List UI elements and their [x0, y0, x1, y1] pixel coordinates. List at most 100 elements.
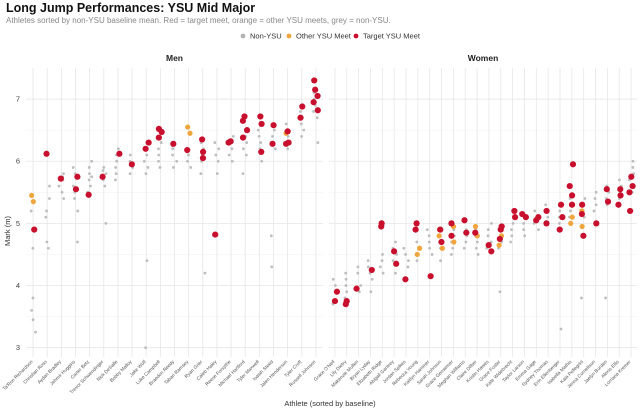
point-target-ysu: [310, 99, 317, 106]
point-non-ysu: [381, 253, 384, 256]
point-target-ysu: [257, 113, 264, 120]
point-non-ysu: [159, 141, 163, 144]
point-target-ysu: [225, 139, 232, 146]
point-non-ysu: [580, 296, 583, 300]
point-non-ysu: [101, 169, 105, 172]
point-other-ysu: [436, 233, 442, 239]
point-target-ysu: [243, 127, 251, 134]
point-other-ysu: [414, 251, 420, 258]
point-non-ysu: [216, 159, 220, 163]
point-non-ysu: [594, 203, 598, 207]
point-non-ysu: [142, 159, 146, 163]
point-non-ysu: [366, 265, 370, 269]
point-target-ysu: [128, 161, 135, 168]
point-non-ysu: [57, 184, 61, 188]
point-non-ysu: [241, 172, 245, 176]
y-tick-label: 5: [16, 219, 20, 228]
point-non-ysu: [594, 190, 598, 194]
point-non-ysu: [73, 197, 76, 200]
point-target-ysu: [199, 136, 206, 143]
point-non-ysu: [331, 277, 335, 281]
point-target-ysu: [413, 220, 420, 227]
point-target-ysu: [31, 226, 38, 233]
point-non-ysu: [271, 134, 274, 138]
point-target-ysu: [593, 220, 600, 227]
point-target-ysu: [559, 214, 566, 221]
point-target-ysu: [270, 122, 277, 129]
point-non-ysu: [618, 178, 621, 182]
point-target-ysu: [333, 288, 341, 295]
point-non-ysu: [30, 308, 34, 312]
point-non-ysu: [381, 271, 385, 275]
point-target-ysu: [615, 201, 622, 208]
point-non-ysu: [104, 172, 108, 176]
point-non-ysu: [358, 290, 361, 294]
point-target-ysu: [511, 214, 519, 221]
legend-marker: [353, 33, 359, 39]
point-non-ysu: [115, 159, 119, 163]
point-target-ysu: [580, 232, 587, 239]
point-non-ysu: [189, 166, 193, 169]
point-non-ysu: [102, 166, 106, 169]
point-target-ysu: [463, 229, 470, 236]
point-other-ysu: [451, 239, 457, 245]
point-non-ysu: [592, 209, 596, 213]
legend-label: Non-YSU: [250, 32, 282, 41]
point-non-ysu: [241, 147, 245, 151]
point-target-ysu: [158, 128, 165, 136]
point-non-ysu: [128, 153, 132, 157]
point-non-ysu: [89, 184, 92, 188]
point-non-ysu: [87, 166, 91, 169]
point-target-ysu: [212, 231, 219, 238]
point-target-ysu: [170, 140, 177, 147]
point-target-ysu: [145, 139, 152, 146]
point-target-ysu: [427, 273, 434, 280]
point-target-ysu: [448, 220, 455, 227]
point-target-ysu: [485, 242, 492, 249]
point-non-ysu: [523, 234, 527, 238]
point-non-ysu: [300, 134, 304, 138]
point-target-ysu: [184, 146, 191, 154]
point-non-ysu: [439, 259, 442, 263]
point-target-ysu: [437, 226, 444, 233]
x-tick-label: Braedon Reedy: [148, 359, 176, 387]
point-non-ysu: [272, 128, 276, 132]
point-non-ysu: [144, 346, 148, 350]
facet-title: Women: [468, 53, 499, 63]
point-non-ysu: [286, 134, 290, 138]
point-target-ysu: [258, 120, 265, 128]
point-non-ysu: [546, 215, 550, 219]
point-other-ysu: [568, 220, 574, 226]
point-non-ysu: [631, 159, 635, 163]
point-non-ysu: [366, 259, 370, 263]
point-non-ysu: [214, 153, 218, 157]
point-non-ysu: [31, 246, 35, 250]
point-target-ysu: [578, 210, 585, 218]
point-target-ysu: [378, 220, 385, 227]
point-non-ysu: [557, 221, 561, 225]
legend-label: Target YSU Meet: [363, 32, 421, 41]
point-non-ysu: [427, 240, 431, 244]
point-non-ysu: [62, 172, 65, 176]
point-target-ysu: [511, 207, 518, 215]
point-non-ysu: [256, 128, 260, 132]
point-other-ysu: [439, 245, 445, 251]
point-target-ysu: [497, 226, 504, 233]
point-non-ysu: [407, 259, 410, 263]
point-target-ysu: [269, 140, 276, 147]
point-non-ysu: [157, 159, 160, 163]
point-non-ysu: [87, 178, 91, 182]
point-non-ysu: [344, 271, 348, 275]
legend-label: Other YSU Meet: [296, 32, 352, 41]
point-non-ysu: [345, 290, 349, 294]
point-target-ysu: [569, 161, 577, 168]
x-tick-label: Luke Campbell: [135, 359, 162, 386]
point-other-ysu: [29, 192, 35, 199]
point-target-ysu: [448, 232, 455, 239]
point-non-ysu: [260, 159, 264, 163]
point-target-ysu: [533, 217, 540, 224]
point-non-ysu: [269, 234, 273, 238]
point-non-ysu: [45, 240, 49, 244]
point-target-ysu: [99, 173, 106, 180]
